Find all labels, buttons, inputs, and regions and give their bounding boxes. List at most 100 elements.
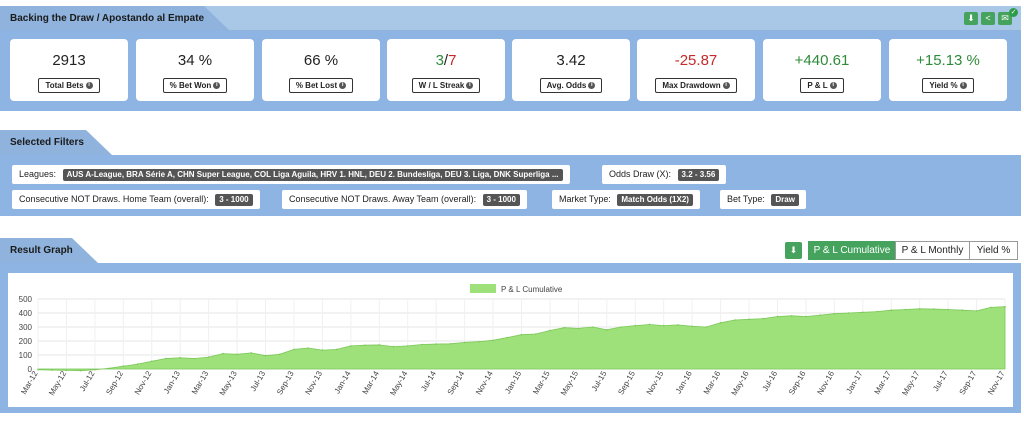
data-point [222, 352, 224, 355]
data-point [307, 347, 309, 349]
x-tick-label: Jan-13 [162, 369, 182, 395]
data-point [165, 357, 167, 360]
stat-label[interactable]: W / L Streak i [411, 78, 481, 93]
tab-yield[interactable]: Yield % [969, 241, 1018, 260]
x-tick-label: Mar-12 [19, 369, 40, 396]
stat-label[interactable]: Total Bets i [38, 78, 100, 93]
stat-label[interactable]: % Bet Won i [162, 78, 228, 93]
x-tick-label: Nov-16 [815, 369, 836, 396]
filter-home-label: Consecutive NOT Draws. Home Team (overal… [19, 194, 209, 204]
x-tick-label: May-14 [388, 369, 409, 397]
data-point [563, 326, 565, 329]
x-tick-label: Sep-17 [958, 369, 979, 396]
info-icon: i [588, 82, 596, 90]
x-tick-label: Nov-13 [303, 369, 324, 396]
y-tick-label: 0 [28, 365, 33, 374]
stat-bet-lost: 66 % % Bet Lost i [262, 39, 380, 101]
stat-avg-odds: 3.42 Avg. Odds i [512, 39, 630, 101]
data-point [150, 360, 153, 363]
filter-odds-draw[interactable]: Odds Draw (X): 3.2 - 3.56 [602, 165, 727, 184]
filter-home-team[interactable]: Consecutive NOT Draws. Home Team (overal… [12, 190, 260, 209]
info-icon: i [85, 82, 93, 90]
x-tick-label: Jan-14 [333, 369, 353, 395]
data-point [136, 363, 139, 365]
filter-away-value: 3 - 1000 [482, 194, 520, 206]
data-point [591, 326, 594, 328]
pl-cumulative-chart: 0 100 200 300 400 500 Mar-12 May-12 Jul-12 Sep-12… [19, 284, 1007, 397]
data-point [94, 368, 96, 371]
x-tick-label: Jul-15 [590, 369, 609, 393]
filter-leagues-value: AUS A-League, BRA Série A, CHN Super Lea… [62, 168, 563, 181]
data-point [108, 367, 110, 370]
data-point [421, 343, 423, 346]
stat-label[interactable]: Max Drawdown i [655, 78, 737, 93]
stat-label[interactable]: Avg. Odds i [539, 78, 603, 93]
data-point [719, 322, 722, 324]
data-point [776, 315, 779, 318]
data-point [179, 357, 182, 359]
y-tick-label: 400 [19, 309, 33, 318]
filters-panel: Leagues: AUS A-League, BRA Série A, CHN … [0, 155, 1021, 216]
stat-label-text: Total Bets [45, 81, 84, 90]
tab-pl-cumulative[interactable]: P & L Cumulative [808, 241, 896, 260]
data-point [847, 312, 850, 314]
graph-title: Result Graph [0, 238, 98, 263]
data-point [79, 369, 82, 372]
stat-value: 66 % [303, 52, 339, 69]
data-point [378, 344, 381, 346]
stat-value: +440.61 [794, 52, 850, 69]
data-point [250, 352, 253, 354]
data-point [748, 318, 750, 321]
y-tick-label: 500 [19, 295, 33, 304]
x-tick-label: May-15 [559, 369, 580, 397]
filter-market-type[interactable]: Market Type: Match Odds (1X2) [552, 190, 700, 209]
stat-value: 3.42 [556, 52, 586, 69]
data-point [734, 319, 736, 321]
stat-label-text: % Bet Lost [295, 81, 338, 90]
x-tick-label: Mar-14 [361, 369, 382, 396]
x-tick-label: Sep-16 [787, 369, 808, 396]
data-point [549, 329, 551, 332]
data-point [122, 365, 125, 367]
x-tick-label: Jan-16 [674, 369, 694, 395]
x-tick-label: Mar-13 [190, 369, 211, 396]
streak-sep: / [443, 52, 449, 69]
email-icon[interactable]: ✉ [998, 12, 1012, 25]
data-point [662, 324, 665, 327]
data-point [463, 341, 466, 344]
data-point [634, 324, 637, 327]
filter-bet-type[interactable]: Bet Type: Draw [720, 190, 806, 209]
data-point [705, 326, 708, 328]
filter-leagues[interactable]: Leagues: AUS A-League, BRA Série A, CHN … [12, 165, 570, 184]
filter-odds-label: Odds Draw (X): [609, 169, 672, 179]
stat-label[interactable]: % Bet Lost i [288, 78, 354, 93]
x-tick-label: May-13 [218, 369, 239, 397]
x-tick-label: Jan-15 [503, 369, 523, 395]
stat-value: 2913 [52, 52, 86, 69]
data-point [890, 309, 893, 311]
y-tick-label: 100 [19, 351, 33, 360]
check-badge-icon: ✓ [1009, 8, 1018, 17]
x-tick-label: Jul-12 [78, 369, 97, 393]
share-icon[interactable]: < [981, 12, 995, 25]
x-tick-label: Nov-12 [133, 369, 154, 396]
info-icon: i [722, 82, 730, 90]
stat-label-text: % Bet Won [169, 81, 212, 90]
legend-label: P & L Cumulative [501, 285, 563, 294]
data-point [606, 329, 608, 331]
filter-odds-value: 3.2 - 3.56 [677, 169, 720, 181]
data-point [406, 345, 409, 347]
stat-label[interactable]: Yield % i [922, 78, 974, 93]
download-icon[interactable]: ⬇ [964, 12, 978, 25]
stat-label-text: P & L [807, 81, 828, 90]
data-point [933, 308, 935, 310]
download-icon[interactable]: ⬇ [785, 242, 802, 259]
x-tick-label: Mar-15 [531, 369, 552, 396]
data-point [620, 326, 622, 328]
filter-away-team[interactable]: Consecutive NOT Draws. Away Team (overal… [282, 190, 527, 209]
data-point [677, 324, 679, 326]
tab-pl-monthly[interactable]: P & L Monthly [895, 241, 970, 260]
data-point [947, 308, 949, 311]
